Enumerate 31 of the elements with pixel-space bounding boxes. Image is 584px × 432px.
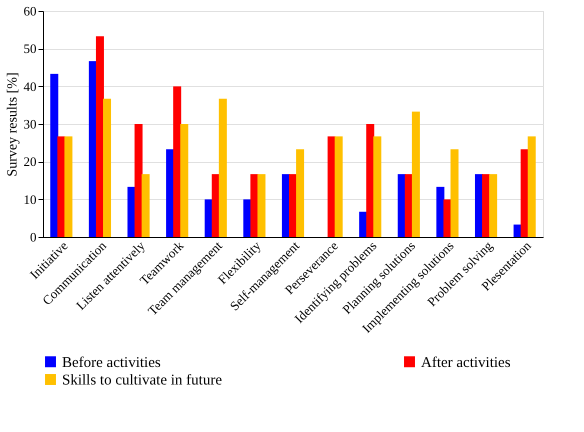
bar (142, 174, 150, 237)
bar (366, 124, 374, 237)
y-tick-label: 30 (24, 116, 36, 132)
y-tick-label: 50 (24, 41, 36, 56)
legend-label: After activities (421, 354, 511, 371)
bar (528, 136, 536, 237)
bar (489, 174, 498, 237)
bar (96, 36, 104, 237)
bar (204, 199, 213, 237)
bar (373, 136, 382, 237)
bar (50, 74, 58, 237)
legend-label: Before activities (62, 354, 161, 371)
bar (134, 124, 143, 237)
y-tick-label: 40 (24, 78, 36, 94)
bar (103, 98, 112, 237)
bar (64, 136, 72, 237)
bar (450, 149, 459, 237)
bar (218, 98, 227, 237)
bar (173, 86, 182, 237)
bar (412, 112, 420, 237)
y-tick-label: 0 (30, 230, 36, 244)
bar (334, 136, 343, 237)
bar (257, 174, 266, 237)
y-tick-label: 20 (24, 154, 36, 170)
bar (436, 186, 444, 237)
legend-label: Skills to cultivate in future (62, 372, 222, 388)
y-tick-label: 10 (24, 192, 36, 207)
y-tick-label: 60 (24, 4, 36, 18)
y-axis-title: Survey results [%] (6, 72, 20, 177)
bar (180, 124, 188, 237)
bar (296, 149, 304, 237)
